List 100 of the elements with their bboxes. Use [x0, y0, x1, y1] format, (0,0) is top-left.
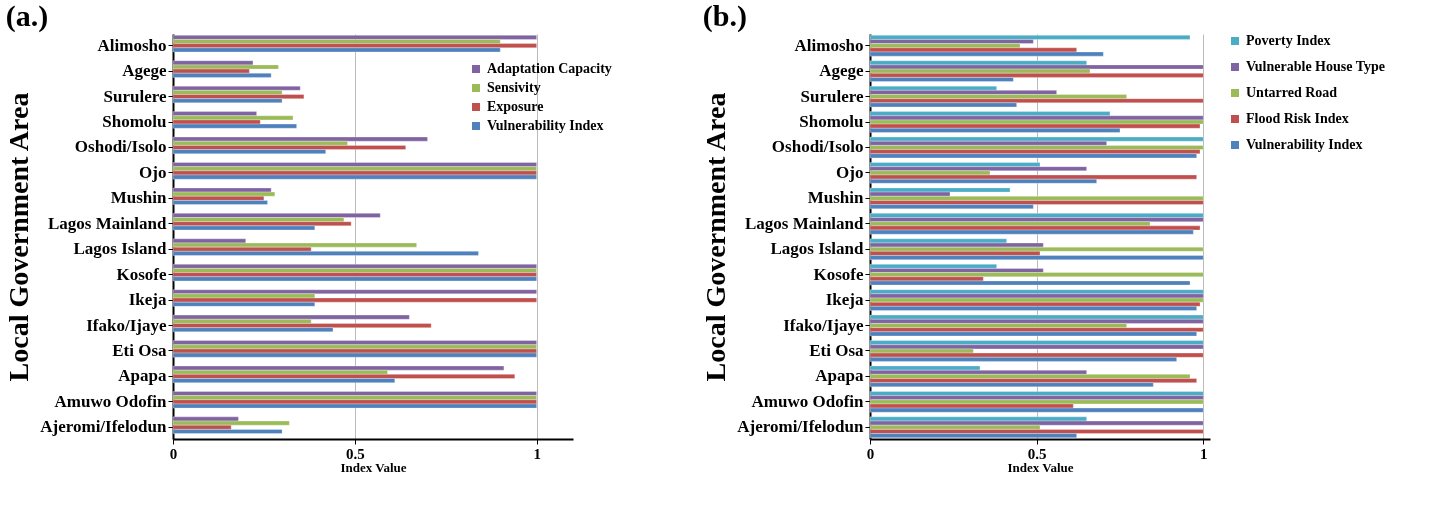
bar — [869, 272, 1204, 277]
legend-label: Sensivity — [487, 80, 541, 95]
bar — [869, 420, 1204, 426]
bar — [869, 166, 1087, 171]
y-tick-label: Eti Osa — [809, 340, 864, 360]
y-tick-label: Agege — [819, 61, 864, 81]
bar — [172, 344, 537, 350]
bar — [869, 352, 1204, 358]
bar — [869, 64, 1204, 70]
y-axis-title: Local Government Area — [700, 92, 732, 382]
legend-label: Adaptation Capacity — [487, 61, 612, 76]
bar — [172, 276, 537, 282]
bar — [869, 399, 1204, 405]
y-tick-label: Ikeja — [825, 290, 864, 310]
bar — [172, 221, 352, 227]
legend-label: Exposure — [487, 99, 544, 114]
legend-label: Untarred Road — [1246, 85, 1338, 100]
y-tick-label: Oshodi/Isolo — [74, 137, 167, 157]
bar — [869, 255, 1204, 260]
bar — [869, 225, 1201, 231]
bar — [172, 289, 537, 294]
y-tick-label: Ojo — [139, 162, 167, 182]
bar — [869, 293, 1204, 299]
bar — [172, 314, 410, 320]
bar — [172, 420, 290, 426]
bar — [172, 395, 537, 400]
bar — [172, 340, 537, 345]
y-tick-label: Lagos Island — [770, 239, 865, 259]
y-axis-title: Local Government Area — [3, 92, 35, 382]
bar — [869, 213, 1204, 218]
bar — [869, 289, 1204, 294]
bar — [172, 174, 537, 180]
x-tick-label: 0 — [169, 445, 178, 462]
bar — [172, 123, 297, 129]
bar — [869, 217, 1204, 222]
bar — [172, 35, 537, 40]
bar — [172, 403, 537, 409]
y-tick-label: Lagos Mainland — [744, 213, 865, 233]
bar — [869, 115, 1204, 121]
x-axis-title: Index Value — [340, 459, 407, 475]
bar — [869, 51, 1104, 57]
bar — [172, 145, 406, 150]
y-tick-label: Ifako/Ijaye — [783, 315, 864, 335]
y-tick-label: Shomolu — [799, 112, 864, 132]
bar — [869, 119, 1204, 125]
bar — [869, 136, 1204, 142]
bar — [172, 86, 301, 91]
y-tick-label: Oshodi/Isolo — [771, 137, 864, 157]
bar — [172, 297, 537, 303]
bar — [869, 344, 1204, 350]
y-tick-label: Alimosho — [97, 35, 167, 55]
legend-label: Vulnerable House Type — [1246, 59, 1385, 74]
bar — [172, 268, 537, 273]
y-tick-label: Surulere — [103, 86, 167, 106]
bar — [172, 191, 275, 197]
bar — [869, 297, 1204, 303]
x-axis-title: Index Value — [1007, 459, 1074, 475]
bar — [869, 187, 1011, 193]
chart-title: (b.) — [702, 0, 747, 33]
bar — [172, 264, 537, 269]
bar — [869, 391, 1204, 396]
y-tick-label: Apapa — [118, 366, 167, 386]
bar — [172, 429, 283, 434]
bar — [869, 200, 1204, 205]
bar — [869, 35, 1191, 40]
bar — [172, 365, 505, 371]
bar — [172, 64, 279, 70]
bar — [172, 94, 305, 99]
y-tick-label: Ifako/Ijaye — [86, 315, 167, 335]
y-tick-label: Mushin — [110, 188, 168, 208]
y-tick-label: Mushin — [807, 188, 865, 208]
bar — [172, 200, 268, 205]
y-tick-label: Amuwo Odofin — [54, 391, 168, 411]
bar — [869, 145, 1204, 150]
bar — [869, 429, 1204, 434]
bar — [869, 280, 1191, 286]
x-tick-label: 1 — [1200, 445, 1208, 462]
bar — [869, 174, 1197, 180]
bar — [172, 242, 417, 248]
y-tick-label: Ojo — [836, 162, 864, 182]
y-tick-label: Ajeromi/Ifelodun — [40, 417, 168, 437]
bar — [869, 378, 1197, 383]
bar — [172, 166, 537, 171]
y-tick-label: Amuwo Odofin — [751, 391, 865, 411]
bar — [869, 246, 1204, 252]
y-tick-label: Lagos Island — [73, 239, 168, 259]
x-tick-label: 0 — [866, 445, 875, 462]
bar — [172, 391, 537, 396]
y-tick-label: Surulere — [800, 86, 864, 106]
bar — [172, 170, 537, 176]
bar — [172, 187, 272, 193]
y-tick-label: Ikeja — [128, 290, 167, 310]
x-tick-label: 1 — [533, 445, 541, 462]
y-tick-label: Shomolu — [102, 112, 167, 132]
y-tick-label: Agege — [122, 61, 167, 81]
y-tick-label: Kosofe — [813, 264, 864, 284]
bar — [869, 153, 1197, 159]
bar — [869, 407, 1204, 413]
bar — [172, 162, 537, 167]
legend-label: Poverty Index — [1246, 33, 1331, 48]
